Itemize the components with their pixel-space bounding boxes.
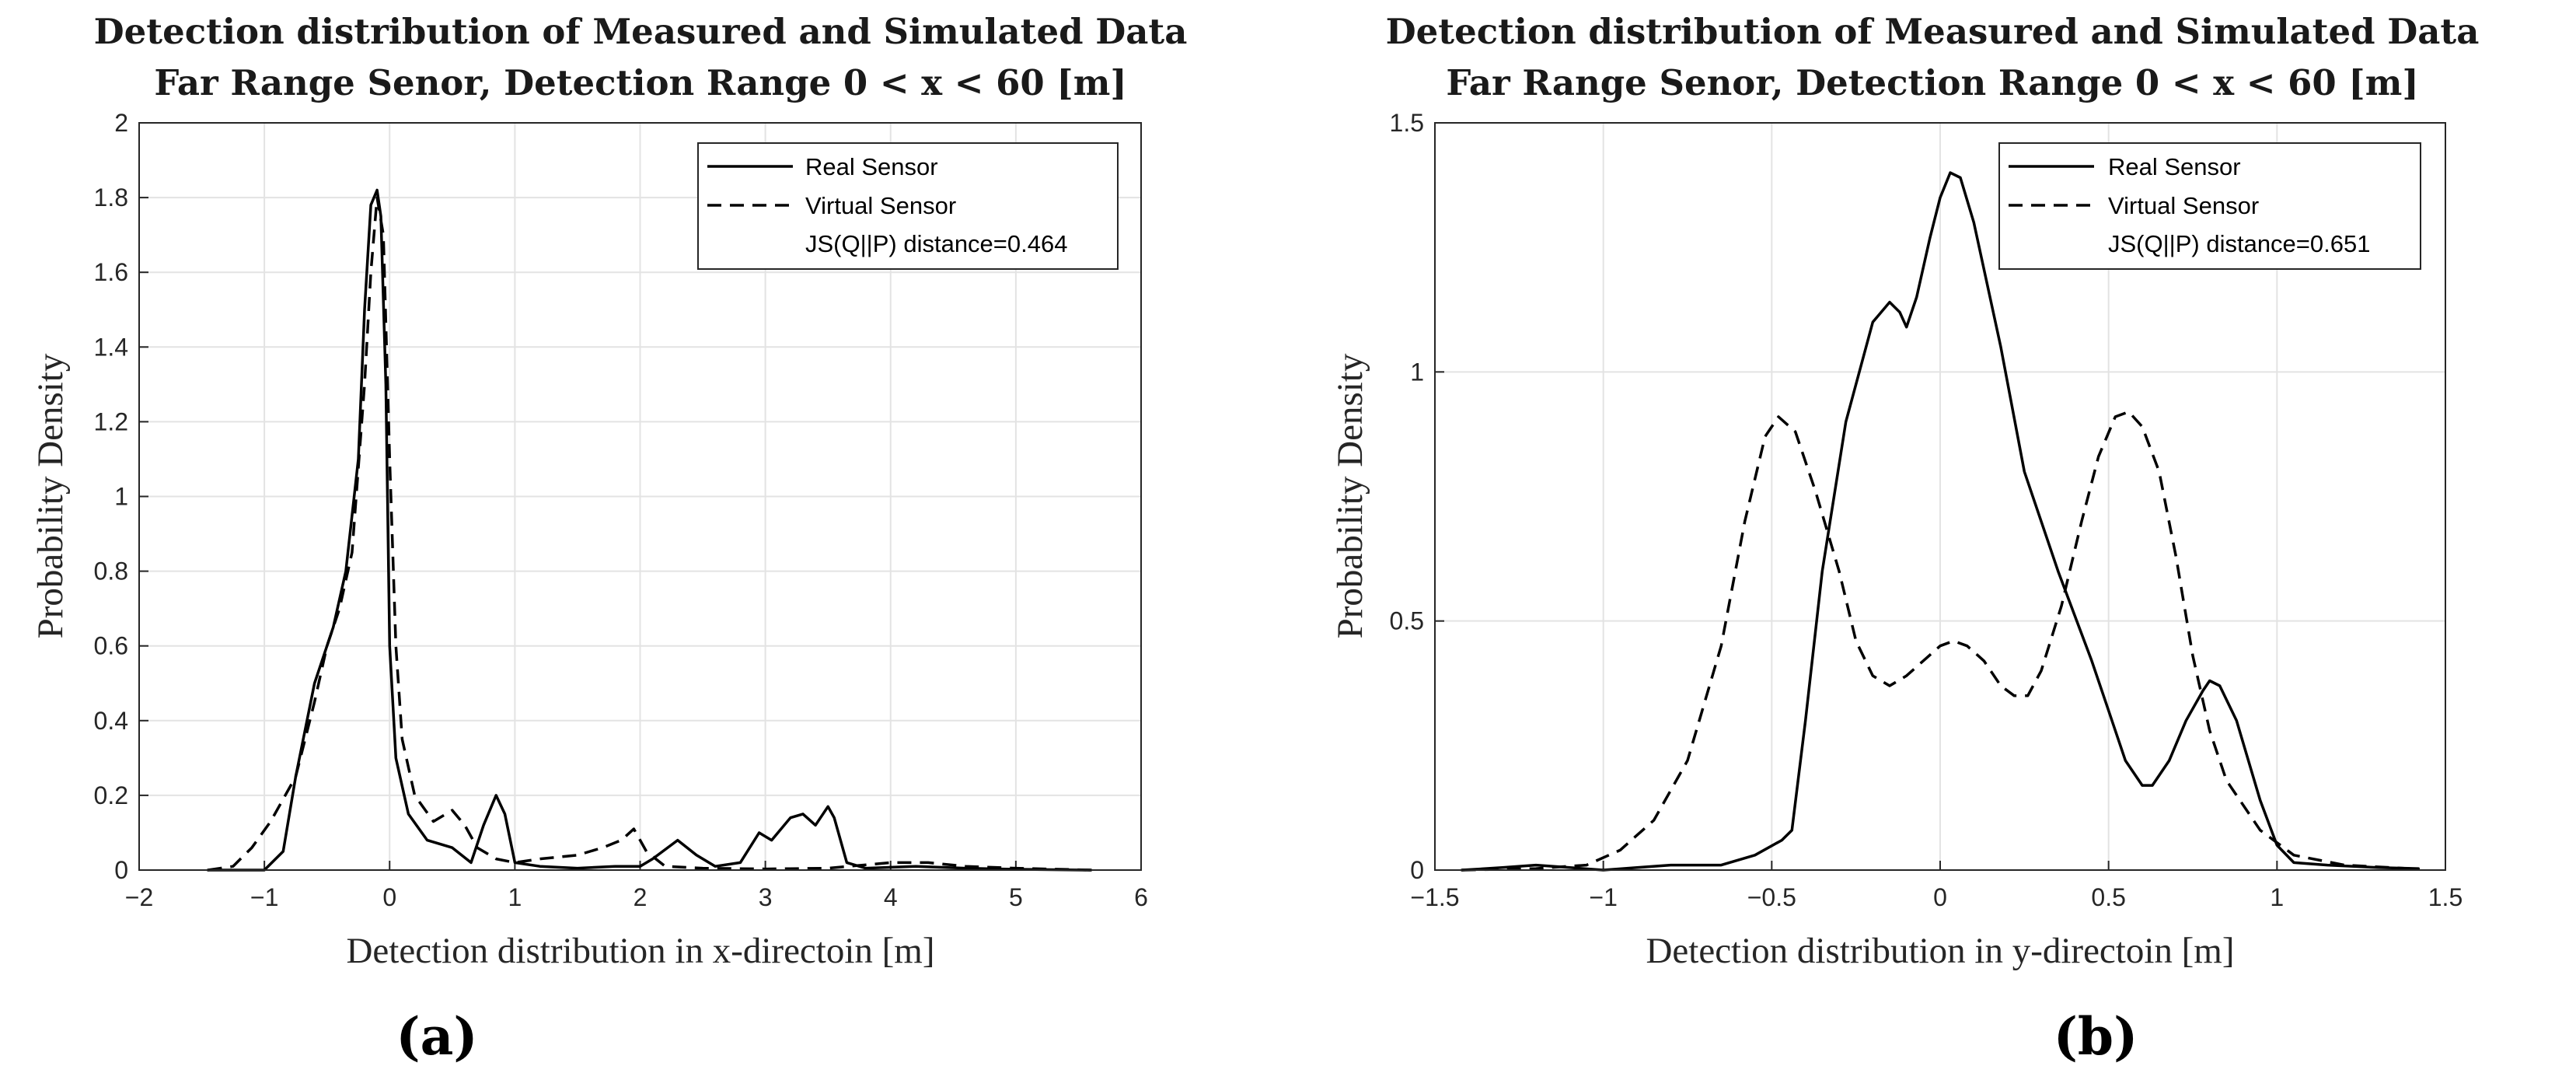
x-tick-label: 1 [2270,883,2284,911]
x-tick-label: −1.5 [1410,883,1459,911]
virtual-sensor-line-a [208,196,1091,872]
legend-label-virtual-b: Virtual Sensor [2108,192,2259,219]
panel-b: Detection distribution of Measured and S… [1330,11,2479,1067]
curves-a [206,188,1093,872]
y-tick-label: 2 [114,109,128,137]
y-tick-labels-a: 0 0.2 0.4 0.6 0.8 1 1.2 1.4 1.6 1.8 2 [94,109,128,884]
axes-box-a [138,122,1142,871]
y-tick-labels-b: 0 0.5 1 1.5 [1390,109,1424,884]
panel-a: Detection distribution of Measured and S… [30,11,1187,1067]
js-distance-annotation-a: JS(Q||P) distance=0.464 [805,230,1067,257]
x-tick-label: 0 [382,883,396,911]
legend-label-real-b: Real Sensor [2108,153,2241,180]
x-tick-label: −1 [250,883,278,911]
real-sensor-line-a [206,188,1093,872]
title-line-2-b: Far Range Senor, Detection Range 0 < x <… [1446,62,2418,103]
title-line-2-a: Far Range Senor, Detection Range 0 < x <… [154,62,1126,103]
y-tick-label: 0 [1410,856,1424,884]
y-tick-label: 1 [1410,358,1424,386]
y-tick-label: 0.4 [94,707,128,735]
legend-box-a [697,142,1119,270]
x-tick-label: 0 [1933,883,1947,911]
legend-b: Real Sensor Virtual Sensor JS(Q||P) dist… [1998,142,2421,270]
y-tick-label: 0 [114,856,128,884]
js-distance-annotation-b: JS(Q||P) distance=0.651 [2108,230,2370,257]
legend-box-b [1998,142,2421,270]
x-tick-label: −0.5 [1747,883,1796,911]
legend-label-real-a: Real Sensor [805,153,938,180]
x-tick-label: 1.5 [2428,883,2463,911]
x-tick-label: 4 [884,883,898,911]
x-tick-label: −2 [125,883,153,911]
title-line-1-b: Detection distribution of Measured and S… [1386,11,2480,52]
y-tick-label: 0.6 [94,632,128,660]
virtual-sensor-line-b [1461,410,2419,872]
x-axis-label-b: Detection distribution in y-directoin [m… [1646,931,2234,971]
x-tick-label: −1 [1589,883,1617,911]
y-axis-label-a: Probability Density [30,353,71,638]
y-tick-label: 1.6 [94,258,128,286]
y-axis-label-b: Probability Density [1330,353,1370,638]
y-tick-label: 1.2 [94,407,128,435]
title-line-1-a: Detection distribution of Measured and S… [94,11,1188,52]
y-tick-label: 1.8 [94,183,128,211]
x-tick-labels-b: −1.5 −1 −0.5 0 0.5 1 1.5 [1410,883,2463,911]
y-tick-label: 0.5 [1390,607,1424,635]
x-tick-label: 6 [1134,883,1148,911]
x-axis-label-a: Detection distribution in x-directoin [m… [346,931,934,971]
y-tick-label: 0.2 [94,781,128,809]
y-tick-label: 0.8 [94,557,128,585]
y-tick-label: 1.4 [94,333,128,361]
x-tick-label: 1 [508,883,522,911]
panel-label-b: (b) [2054,1006,2138,1067]
legend-label-virtual-a: Virtual Sensor [805,192,956,219]
x-tick-label: 2 [634,883,647,911]
x-tick-label: 5 [1009,883,1023,911]
y-tick-label: 1 [114,483,128,511]
y-tick-label: 1.5 [1390,109,1424,137]
x-tick-labels-a: −2 −1 0 1 2 3 4 5 6 [125,883,1148,911]
x-tick-label: 0.5 [2091,883,2125,911]
curves-b [1460,171,2421,872]
axes-box-b [1434,122,2446,871]
panel-label-a: (a) [396,1006,477,1067]
x-tick-label: 3 [759,883,773,911]
legend-a: Real Sensor Virtual Sensor JS(Q||P) dist… [697,142,1119,270]
real-sensor-line-b [1460,171,2421,872]
